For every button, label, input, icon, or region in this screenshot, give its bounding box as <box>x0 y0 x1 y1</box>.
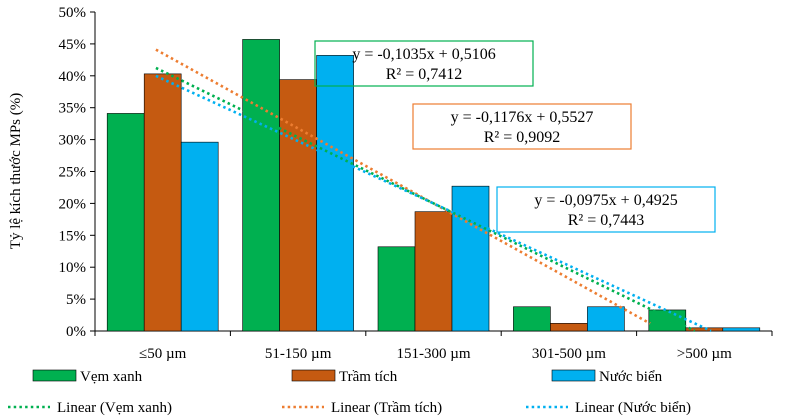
legend-trend-label-1: Linear (Vẹm xanh) <box>57 400 172 416</box>
legend-label-3: Nước biển <box>599 369 663 385</box>
bar-3-2 <box>316 55 354 332</box>
y-tick-label: 0% <box>66 324 86 340</box>
r-squared-text-1: R² = 0,7412 <box>386 66 463 83</box>
legend-trend-label-3: Linear (Nước biển) <box>575 400 691 416</box>
y-tick-label: 15% <box>59 228 87 244</box>
legend-label-2: Trầm tích <box>339 369 398 385</box>
bar-1-3 <box>377 246 416 332</box>
bar-3-3 <box>451 185 490 332</box>
y-tick-label: 10% <box>59 260 87 276</box>
bar-1-2 <box>242 39 280 332</box>
legend-swatch-3 <box>551 369 596 382</box>
equation-box-3 <box>496 186 716 233</box>
legend-swatch-1 <box>32 369 77 382</box>
equation-text-2: y = -0,1176x + 0,5527 <box>451 109 594 126</box>
y-tick-label: 25% <box>59 165 87 181</box>
legend-swatch-2 <box>291 369 336 382</box>
trendlines <box>155 48 712 333</box>
y-tick-label: 5% <box>66 292 86 308</box>
legend: Vẹm xanh Trầm tích Nước biển Linear (Vẹm xa… <box>8 369 691 416</box>
bar-2-1 <box>143 73 182 332</box>
y-tick-label: 30% <box>59 133 87 149</box>
y-tick-label: 45% <box>59 37 87 53</box>
y-tick-label: 50% <box>59 5 87 21</box>
bar-1-5 <box>648 309 687 332</box>
equation-text-3: y = -0,0975x + 0,4925 <box>534 192 677 209</box>
r-squared-text-2: R² = 0,9092 <box>484 129 561 146</box>
legend-label-1: Vẹm xanh <box>80 369 143 385</box>
bar-3-5 <box>722 327 761 332</box>
x-tick-label: 151-300 µm <box>396 346 470 362</box>
trendline-equations: y = -0,1035x + 0,5106 R² = 0,7412 y = -0,1… <box>314 40 716 233</box>
x-tick-label: ≤50 µm <box>139 346 187 362</box>
x-tick-label: >500 µm <box>677 346 732 362</box>
trendline-3 <box>155 74 712 333</box>
legend-trend-label-2: Linear (Trầm tích) <box>331 400 442 416</box>
bars <box>106 39 761 332</box>
x-ticks: ≤50 µm 51-150 µm 151-300 µm 301-500 µm >500 … <box>94 331 773 362</box>
y-tick-label: 40% <box>59 69 87 85</box>
bar-1-1 <box>106 113 145 332</box>
bar-3-1 <box>180 141 219 332</box>
y-tick-label: 20% <box>59 196 87 212</box>
y-ticks: 0% 5% 10% 15% 20% 25% 30% 35% 40% 45% 50% <box>59 5 95 340</box>
r-squared-text-3: R² = 0,7443 <box>568 212 645 229</box>
equation-box-1 <box>314 40 534 87</box>
equation-text-1: y = -0,1035x + 0,5106 <box>352 46 495 63</box>
equation-box-2 <box>412 103 632 150</box>
bar-2-5 <box>685 327 724 332</box>
x-tick-label: 301-500 µm <box>532 346 606 362</box>
bar-1-4 <box>513 306 551 332</box>
y-axis-label: Tỷ lệ kích thước MPs (%) <box>8 93 24 249</box>
y-tick-label: 35% <box>59 101 87 117</box>
bar-3-4 <box>587 306 625 332</box>
x-tick-label: 51-150 µm <box>265 346 332 362</box>
bar-2-2 <box>279 79 317 332</box>
plot-area: 0% 5% 10% 15% 20% 25% 30% 35% 40% 45% 50% ≤50 µm 51… <box>59 5 773 362</box>
bar-2-3 <box>414 211 453 332</box>
bar-2-4 <box>550 323 588 332</box>
